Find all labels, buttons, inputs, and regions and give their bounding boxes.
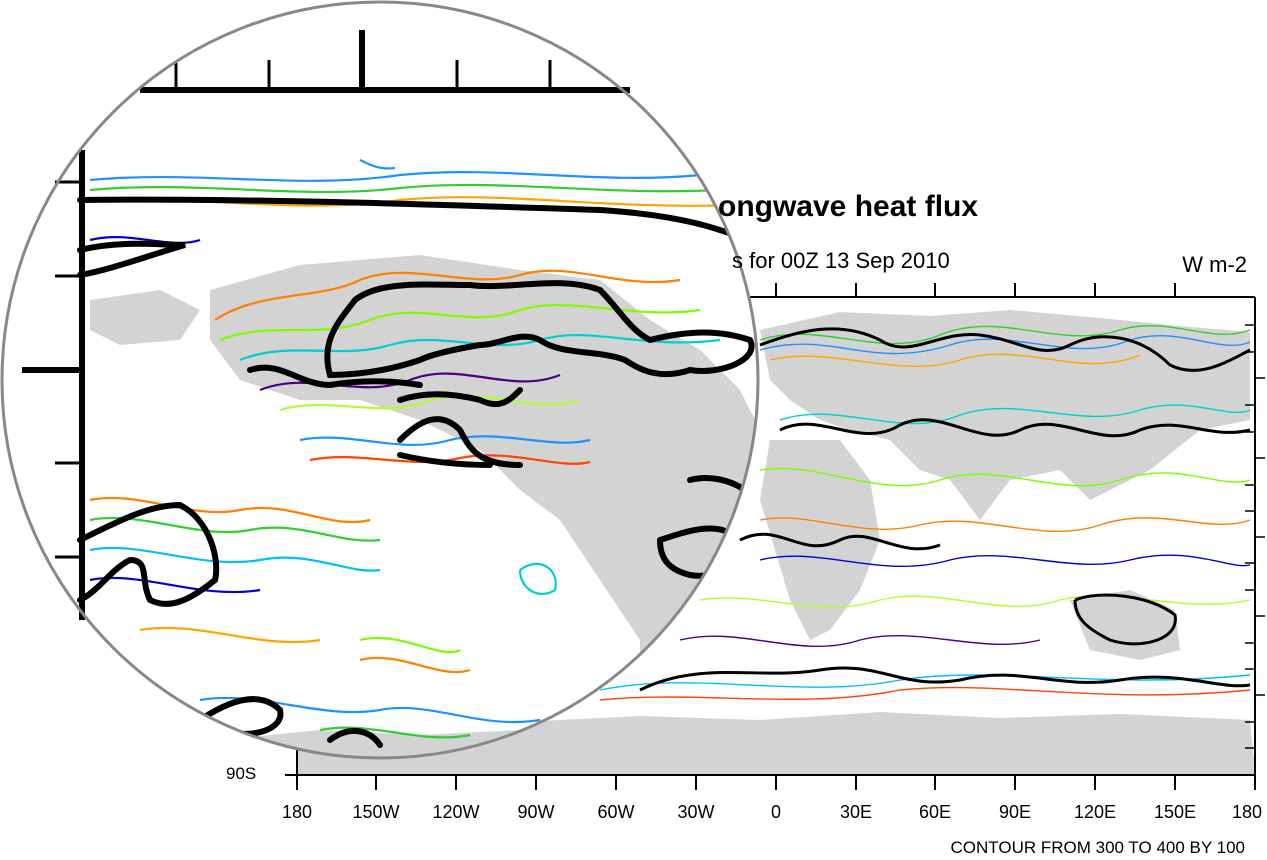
lens-border <box>0 0 760 760</box>
plot-title: ongwave heat flux <box>718 190 979 223</box>
x-tick-label: 0 <box>770 802 782 822</box>
top-axis-ticks <box>775 283 1176 297</box>
x-tick-label: 90W <box>517 802 555 822</box>
lens-axes <box>22 30 630 620</box>
lens-contour-lines <box>89 159 741 739</box>
x-tick-label: 30E <box>839 802 873 822</box>
x-axis-ticks <box>296 775 1256 790</box>
plot-subtitle: s for 00Z 13 Sep 2010 <box>732 248 950 273</box>
x-tick-label: 180 <box>1231 802 1263 822</box>
lens-heavy-contours <box>77 196 758 748</box>
lat-tick-label: 90S <box>226 764 257 783</box>
contour-lines <box>599 324 1251 701</box>
x-tick-label: 120E <box>1073 802 1117 822</box>
x-tick-label: 90E <box>998 802 1032 822</box>
x-tick-label: 150W <box>352 802 400 822</box>
contour-info: CONTOUR FROM 300 TO 400 BY 100 <box>950 838 1245 857</box>
heavy-contour-lines <box>639 327 1251 692</box>
x-tick-label: 150E <box>1153 802 1197 822</box>
x-tick-label: 60E <box>918 802 952 822</box>
x-tick-label: 60W <box>597 802 635 822</box>
units-label: W m-2 <box>1182 252 1247 277</box>
x-tick-label: 180 <box>281 802 313 822</box>
magnifier-lens <box>0 0 760 760</box>
right-axis-ticks <box>1245 324 1265 749</box>
x-tick-label: 120W <box>432 802 480 822</box>
x-tick-label: 30W <box>677 802 715 822</box>
